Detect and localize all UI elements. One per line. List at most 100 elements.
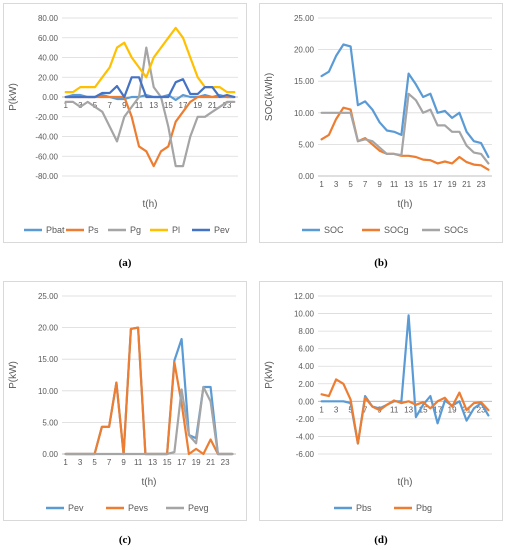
x-tick-label: 13 — [149, 101, 158, 110]
y-tick-label: 15.00 — [294, 77, 315, 86]
y-tick-label: 4.00 — [298, 362, 314, 371]
series-line-pev — [64, 76, 236, 99]
x-tick-label: 1 — [63, 458, 68, 467]
series-line-pbg — [320, 378, 490, 445]
x-tick-label: 9 — [122, 101, 127, 110]
y-tick-label: -6.00 — [296, 450, 315, 459]
y-tick-label: -80.00 — [35, 172, 58, 181]
legend-label: SOCg — [384, 225, 409, 235]
x-tick-label: 15 — [419, 180, 428, 189]
panel-b: 0.00 5.00 10.00 15.00 20.00 25.00 1 3 5 7 9 11 13 15 1… — [259, 3, 503, 243]
legend-label: Pbg — [416, 503, 432, 513]
x-tick-label: 23 — [477, 405, 486, 414]
y-axis-title: P(kW) — [8, 361, 19, 389]
x-axis-title: t(h) — [143, 199, 158, 210]
y-tick-label: 20.00 — [294, 46, 315, 55]
x-tick-label: 17 — [433, 405, 442, 414]
series-line-pevg — [64, 385, 234, 456]
x-tick-label: 13 — [148, 458, 157, 467]
y-tick-label: 0.00 — [42, 93, 58, 102]
x-tick-label: 7 — [363, 405, 368, 414]
y-tick-label: 12.00 — [294, 292, 315, 301]
y-tick-label: 10.00 — [294, 109, 315, 118]
x-axis-title: t(h) — [398, 199, 413, 210]
y-tick-label: 80.00 — [38, 14, 59, 23]
x-tick-label: 17 — [179, 101, 188, 110]
chart-a: -80.00 -60.00 -40.00 -20.00 0.00 20.00 40.00 60… — [8, 14, 238, 235]
y-axis-title: P(kW) — [8, 83, 19, 111]
y-tick-label: 40.00 — [38, 54, 59, 63]
legend-label: Pev — [214, 225, 230, 235]
y-tick-label: 15.00 — [38, 355, 59, 364]
x-tick-label: 19 — [192, 458, 201, 467]
y-tick-label: 25.00 — [294, 14, 315, 23]
x-tick-label: 5 — [348, 180, 353, 189]
x-tick-label: 1 — [63, 101, 68, 110]
y-tick-label: 8.00 — [298, 327, 314, 336]
y-tick-label: -60.00 — [35, 152, 58, 161]
x-tick-label: 17 — [433, 180, 442, 189]
legend-label: Pbs — [356, 503, 372, 513]
panel-c: 0.00 5.00 10.00 15.00 20.00 25.00 1 3 5 7 9 11 13 15 1… — [3, 281, 247, 521]
y-tick-label: 10.00 — [294, 310, 315, 319]
y-tick-label: -4.00 — [296, 432, 315, 441]
y-axis-title: P(kW) — [264, 361, 275, 389]
x-tick-label: 23 — [223, 101, 232, 110]
x-tick-label: 23 — [477, 180, 486, 189]
legend-label: Pevg — [188, 503, 209, 513]
caption-d: (d) — [374, 534, 388, 546]
legend-label: Pbat — [46, 225, 65, 235]
x-tick-label: 3 — [334, 180, 339, 189]
series-line-soc — [320, 43, 490, 159]
x-tick-label: 7 — [363, 180, 368, 189]
x-tick-label: 21 — [206, 458, 215, 467]
y-tick-label: 60.00 — [38, 34, 59, 43]
x-tick-label: 15 — [419, 405, 428, 414]
x-tick-label: 13 — [404, 405, 413, 414]
y-axis-title: SOC(kWh) — [264, 73, 275, 121]
x-tick-label: 7 — [107, 458, 112, 467]
y-tick-label: -20.00 — [35, 113, 58, 122]
x-tick-label: 7 — [107, 101, 112, 110]
x-tick-label: 19 — [193, 101, 202, 110]
panel-d: -6.00 -4.00 -2.00 0.00 2.00 4.00 6.00 8.00 10.00… — [259, 281, 503, 521]
chart-d: -6.00 -4.00 -2.00 0.00 2.00 4.00 6.00 8.00 10.00… — [264, 292, 492, 513]
y-tick-label: 10.00 — [38, 387, 59, 396]
x-tick-label: 13 — [404, 180, 413, 189]
x-tick-label: 5 — [93, 101, 98, 110]
x-tick-label: 11 — [135, 101, 144, 110]
y-tick-label: 20.00 — [38, 324, 59, 333]
legend-label: Pevs — [128, 503, 149, 513]
x-axis-title: t(h) — [398, 477, 413, 488]
legend-label: Ps — [88, 225, 99, 235]
y-tick-label: 0.00 — [42, 450, 58, 459]
y-tick-label: 2.00 — [298, 380, 314, 389]
y-tick-label: 20.00 — [38, 73, 59, 82]
y-tick-label: 5.00 — [42, 418, 58, 427]
y-tick-label: -40.00 — [35, 133, 58, 142]
y-tick-label: 25.00 — [38, 292, 59, 301]
x-tick-label: 1 — [319, 405, 324, 414]
legend-label: SOC — [324, 225, 344, 235]
x-tick-label: 17 — [177, 458, 186, 467]
x-tick-label: 1 — [319, 180, 324, 189]
legend-label: Pg — [130, 225, 141, 235]
legend-label: Pev — [68, 503, 84, 513]
caption-b: (b) — [374, 257, 388, 269]
x-tick-label: 19 — [448, 180, 457, 189]
y-tick-label: 0.00 — [298, 397, 314, 406]
y-tick-label: -2.00 — [296, 415, 315, 424]
x-tick-label: 23 — [221, 458, 230, 467]
x-tick-label: 19 — [448, 405, 457, 414]
x-tick-label: 11 — [134, 458, 143, 467]
x-tick-label: 21 — [208, 101, 217, 110]
y-tick-label: 5.00 — [298, 140, 314, 149]
series-line-pbs — [320, 314, 490, 445]
series-line-socg — [320, 106, 490, 171]
x-tick-label: 15 — [163, 458, 172, 467]
x-axis-title: t(h) — [142, 477, 157, 488]
x-tick-label: 15 — [164, 101, 173, 110]
x-tick-label: 11 — [390, 180, 399, 189]
caption-c: (c) — [118, 534, 132, 546]
